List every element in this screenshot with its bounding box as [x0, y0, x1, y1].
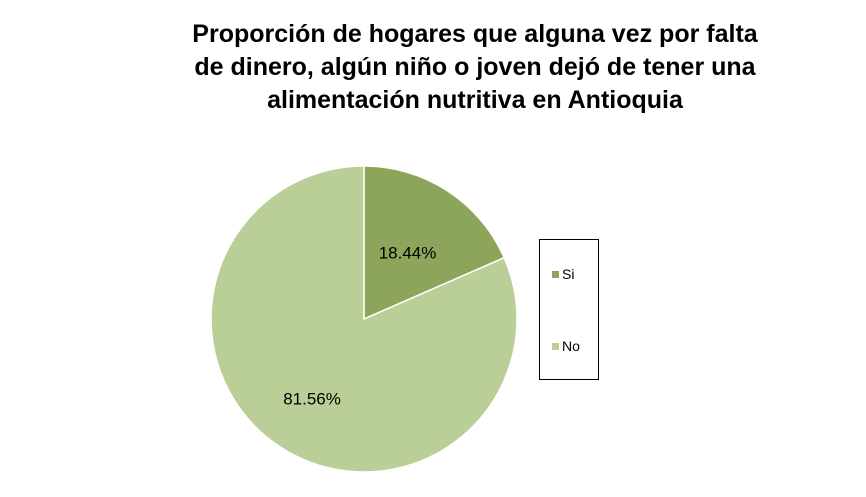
legend-swatch-no — [552, 342, 559, 350]
pie-slice-no — [210, 165, 518, 473]
chart-title-line-1: Proporción de hogares que alguna vez por… — [192, 20, 758, 48]
legend-item-si: Si — [552, 266, 574, 282]
chart-title-line-2: de dinero, algún niño o joven dejó de te… — [194, 53, 756, 81]
chart-title-line-3: alimentación nutritiva en Antioquia — [267, 86, 683, 114]
legend-label-si: Si — [562, 266, 575, 282]
legend: Si No — [539, 239, 599, 380]
data-label-si: 18.44% — [379, 243, 437, 262]
data-label-no: 81.56% — [283, 389, 341, 408]
pie-slice-si — [363, 165, 506, 321]
legend-swatch-si — [552, 270, 559, 278]
legend-item-no: No — [552, 338, 580, 354]
legend-label-no: No — [562, 338, 580, 354]
chart-title: Proporción de hogares que alguna vez por… — [120, 18, 830, 117]
pie-labels: 18.44% 81.56% — [283, 243, 436, 408]
pie-slices — [210, 165, 518, 473]
